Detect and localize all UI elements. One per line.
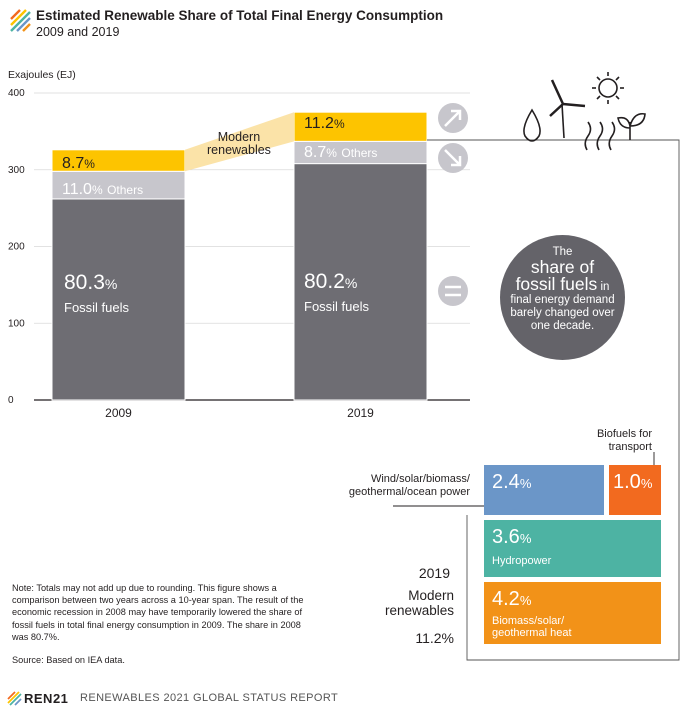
wind-solar-value: 2.4%: [492, 471, 532, 493]
y-tick-label: 100: [8, 318, 25, 329]
figure-source: Source: Based on IEA data.: [12, 655, 125, 665]
callout-line2: share of: [530, 257, 595, 277]
biofuels-value: 1.0%: [613, 471, 653, 493]
bar-2009-fossil-fuels: [51, 198, 186, 401]
y-tick-label: 300: [8, 165, 25, 176]
arrow-down-glyph: [444, 149, 462, 167]
chart-title: Estimated Renewable Share of Total Final…: [36, 8, 444, 23]
sun-ray: [615, 95, 620, 100]
arrow-up-glyph: [444, 109, 462, 127]
callout-line3: fossil fuels: [515, 274, 598, 294]
bar-2019-modern-renewables: [293, 111, 428, 142]
footer-report-title: RENEWABLES 2021 GLOBAL STATUS REPORT: [80, 692, 339, 704]
heat-label: Biomass/solar/ geothermal heat: [492, 615, 572, 639]
heat-waves-icon: [584, 121, 616, 151]
callout-line5: barely changed over: [510, 307, 615, 319]
callout-line3b: in: [600, 281, 610, 293]
hydropower-value: 3.6%: [492, 526, 532, 548]
footer-logo: REN21: [24, 691, 69, 706]
bar-2019-others-label: 8.7% Others: [304, 144, 378, 161]
fossil-share-callout: The share of fossil fuels in final energ…: [500, 235, 625, 360]
sun-ray: [596, 95, 601, 100]
equals-icon: [438, 276, 468, 306]
x-tick-label: 2019: [347, 406, 374, 420]
water-drop-icon: [523, 108, 541, 142]
bar-2009-others-label: 11.0% Others: [62, 181, 144, 198]
hydropower-box: 3.6% Hydropower: [484, 520, 661, 577]
wind-turbine-blades-icon: [549, 79, 586, 117]
sun-ray: [596, 76, 601, 81]
modern-renewables-annotation: Modern renewables: [207, 130, 271, 157]
breakdown-bracket: [427, 139, 680, 661]
heat-box: 4.2% Biomass/solar/ geothermal heat: [484, 582, 661, 644]
sun-ray: [615, 76, 620, 81]
bar-2009-fossil-value: 80.3%: [64, 271, 118, 294]
y-tick-label: 0: [8, 395, 14, 406]
bar-2009-renew-label: 8.7%: [62, 155, 95, 172]
renewables-connector: [185, 112, 294, 172]
breakdown-total: 11.2%: [415, 630, 454, 646]
bar-2019-fossil-name: Fossil fuels: [304, 299, 370, 314]
wind-turbine-tower-icon: [561, 103, 565, 139]
callout-line1: The: [552, 246, 573, 258]
ren21-footer-icon: [7, 691, 22, 706]
y-tick-label: 400: [8, 88, 25, 99]
bar-2009-fossil-name: Fossil fuels: [64, 300, 130, 315]
wind-solar-label: Wind/solar/biomass/ geothermal/ocean pow…: [348, 473, 470, 498]
bar-2019-fossil-fuels: [293, 163, 428, 401]
bar-2019-renew-label: 11.2%: [304, 115, 345, 132]
callout-line4: final energy demand: [510, 294, 615, 306]
breakdown-label: Modern renewables: [384, 588, 454, 618]
wind-solar-box: 2.4%: [484, 465, 604, 515]
biofuels-box: 1.0%: [609, 465, 661, 515]
plant-leaf-icon: [617, 112, 646, 140]
breakdown-year: 2019: [418, 565, 450, 581]
y-tick-label: 200: [8, 242, 25, 253]
hydropower-label: Hydropower: [492, 555, 552, 567]
sun-icon: [598, 78, 618, 98]
bar-2019-fossil-value: 80.2%: [304, 270, 358, 293]
ren21-logo-icon: [10, 9, 31, 32]
y-axis-label: Exajoules (EJ): [8, 69, 76, 81]
callout-line6: one decade.: [530, 320, 595, 332]
biofuels-label: Biofuels for transport: [596, 428, 652, 453]
chart-subtitle: 2009 and 2019: [36, 25, 120, 39]
heat-value: 4.2%: [492, 588, 532, 610]
x-tick-label: 2009: [105, 406, 132, 420]
figure-note: Note: Totals may not add up due to round…: [12, 583, 304, 642]
